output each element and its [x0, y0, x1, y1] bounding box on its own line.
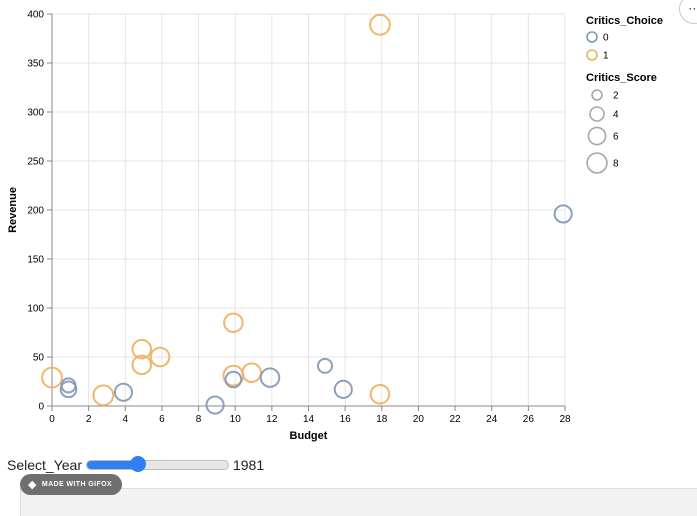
year-slider[interactable] [85, 456, 229, 472]
color-legend-symbol [586, 31, 598, 43]
color-legend-label: 1 [603, 51, 609, 62]
size-legend-title: Critics_Score [586, 72, 657, 84]
x-tick-label: 2 [86, 414, 92, 425]
y-tick-label: 0 [38, 402, 44, 413]
badge-text: MADE WITH GIFOX [41, 481, 113, 488]
x-tick-label: 8 [196, 414, 202, 425]
y-tick-label: 50 [33, 353, 45, 364]
y-tick-label: 350 [27, 59, 44, 70]
x-tick-label: 4 [123, 414, 129, 425]
size-legend-symbol [589, 106, 605, 122]
x-tick-label: 22 [450, 414, 462, 425]
slider-thumb[interactable] [129, 456, 146, 472]
data-point [41, 366, 63, 389]
data-point [131, 354, 153, 376]
data-point [131, 338, 153, 360]
size-legend-symbol [587, 126, 607, 146]
color-legend-title: Critics_Choice [586, 15, 663, 27]
axes: 0 2 4 6 8 10 12 14 16 18 20 22 24 26 28050100150200250… [7, 10, 571, 443]
gifox-badge: ◆ MADE WITH GIFOX [20, 474, 123, 495]
data-point [369, 383, 391, 405]
data-point [241, 362, 262, 383]
x-axis-title: Budget [290, 430, 328, 442]
size-legend-symbol [586, 152, 608, 174]
x-tick-label: 20 [413, 414, 425, 425]
data-point [259, 367, 281, 388]
x-tick-label: 6 [159, 414, 165, 425]
size-legend-label: 8 [613, 159, 619, 170]
data-point [333, 379, 353, 399]
data-point [113, 382, 134, 402]
x-tick-label: 16 [340, 414, 352, 425]
data-point [553, 204, 573, 224]
y-tick-label: 400 [27, 10, 44, 21]
x-tick-label: 24 [486, 414, 498, 425]
y-tick-label: 150 [27, 255, 44, 266]
data-point [59, 380, 78, 399]
y-tick-label: 100 [27, 304, 44, 315]
scatter-chart: 0 2 4 6 8 10 12 14 16 18 20 22 24 26 28050100150200250… [7, 10, 663, 443]
color-legend-symbol [586, 49, 598, 61]
size-legend-symbol [591, 89, 603, 101]
size-legend-label: 2 [613, 91, 619, 102]
year-slider-control: Select_Year 1981 [7, 455, 264, 475]
x-tick-label: 0 [49, 414, 55, 425]
x-tick-label: 26 [523, 414, 535, 425]
x-tick-label: 14 [303, 414, 315, 425]
data-points [41, 13, 573, 415]
slider-value: 1981 [232, 457, 265, 473]
color-legend-label: 0 [603, 33, 609, 44]
x-tick-label: 28 [559, 414, 571, 425]
data-point [223, 312, 244, 333]
slider-label: Select_Year [7, 457, 82, 473]
x-tick-label: 12 [266, 414, 278, 425]
grid-lines [51, 13, 566, 407]
data-point [369, 13, 391, 36]
y-axis-title: Revenue [7, 187, 19, 233]
y-tick-label: 250 [27, 157, 44, 168]
legend: Critics_Choice 0 1 Critics_Score 2 4 6 8 [586, 15, 663, 174]
y-tick-label: 300 [27, 108, 44, 119]
y-tick-label: 200 [27, 206, 44, 217]
data-point [224, 370, 243, 389]
data-point [316, 357, 333, 374]
data-point [205, 395, 225, 415]
x-tick-label: 18 [376, 414, 388, 425]
size-legend-label: 6 [613, 132, 619, 143]
slider-fill [86, 461, 138, 469]
data-point [92, 384, 115, 407]
x-tick-label: 10 [230, 414, 242, 425]
bottom-panel [20, 488, 697, 516]
data-point [149, 346, 171, 368]
fox-icon: ◆ [28, 479, 37, 491]
size-legend-label: 4 [613, 110, 619, 121]
